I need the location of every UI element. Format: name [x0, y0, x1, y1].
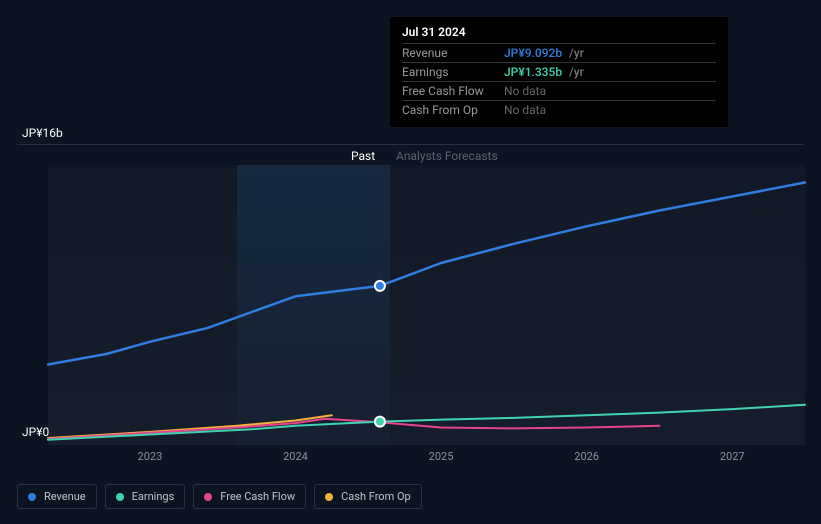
legend: Revenue Earnings Free Cash Flow Cash From O… — [17, 484, 422, 509]
x-axis-tick: 2026 — [574, 450, 599, 463]
plot-area — [48, 165, 805, 445]
legend-item-fcf[interactable]: Free Cash Flow — [193, 484, 306, 509]
legend-item-label: Free Cash Flow — [220, 490, 295, 503]
chart-tooltip: Jul 31 2024 Revenue JP¥9.092b /yr Earnings… — [390, 17, 728, 127]
series-line — [48, 183, 805, 365]
y-axis-tick-bottom: JP¥0 — [22, 425, 49, 439]
tooltip-row-label: Cash From Op — [402, 103, 492, 117]
x-axis-tick: 2023 — [138, 450, 163, 463]
tooltip-row: Cash From Op No data — [402, 100, 716, 119]
data-marker — [375, 281, 385, 291]
y-axis-tick-top: JP¥16b — [22, 126, 63, 140]
tooltip-row-value: No data — [504, 84, 546, 98]
legend-dot-icon — [28, 493, 36, 501]
tooltip-row-value: JP¥9.092b /yr — [504, 46, 584, 60]
chart-svg — [48, 165, 805, 445]
legend-item-label: Earnings — [132, 490, 175, 503]
tooltip-row: Free Cash Flow No data — [402, 81, 716, 100]
past-section-label: Past — [351, 149, 375, 163]
tooltip-row-suffix: /yr — [566, 65, 584, 79]
tooltip-row-label: Revenue — [402, 46, 492, 60]
tooltip-row-label: Earnings — [402, 65, 492, 79]
series-line — [48, 405, 805, 440]
tooltip-row-suffix: /yr — [566, 46, 584, 60]
legend-item-revenue[interactable]: Revenue — [17, 484, 97, 509]
legend-dot-icon — [325, 493, 333, 501]
tooltip-row-label: Free Cash Flow — [402, 84, 492, 98]
data-marker — [375, 417, 385, 427]
legend-item-label: Cash From Op — [341, 490, 411, 503]
legend-item-label: Revenue — [44, 490, 86, 503]
x-axis-tick: 2027 — [720, 450, 745, 463]
legend-item-earnings[interactable]: Earnings — [105, 484, 186, 509]
tooltip-row: Earnings JP¥1.335b /yr — [402, 62, 716, 81]
tooltip-row-value: JP¥1.335b /yr — [504, 65, 584, 79]
tooltip-row-value: No data — [504, 103, 546, 117]
x-axis-tick: 2024 — [283, 450, 308, 463]
tooltip-title: Jul 31 2024 — [402, 25, 716, 43]
legend-dot-icon — [116, 493, 124, 501]
tooltip-row: Revenue JP¥9.092b /yr — [402, 43, 716, 62]
forecast-section-label: Analysts Forecasts — [396, 149, 498, 163]
chart-top-divider — [17, 144, 804, 145]
x-axis-tick: 2025 — [429, 450, 454, 463]
legend-item-cfo[interactable]: Cash From Op — [314, 484, 422, 509]
legend-dot-icon — [204, 493, 212, 501]
